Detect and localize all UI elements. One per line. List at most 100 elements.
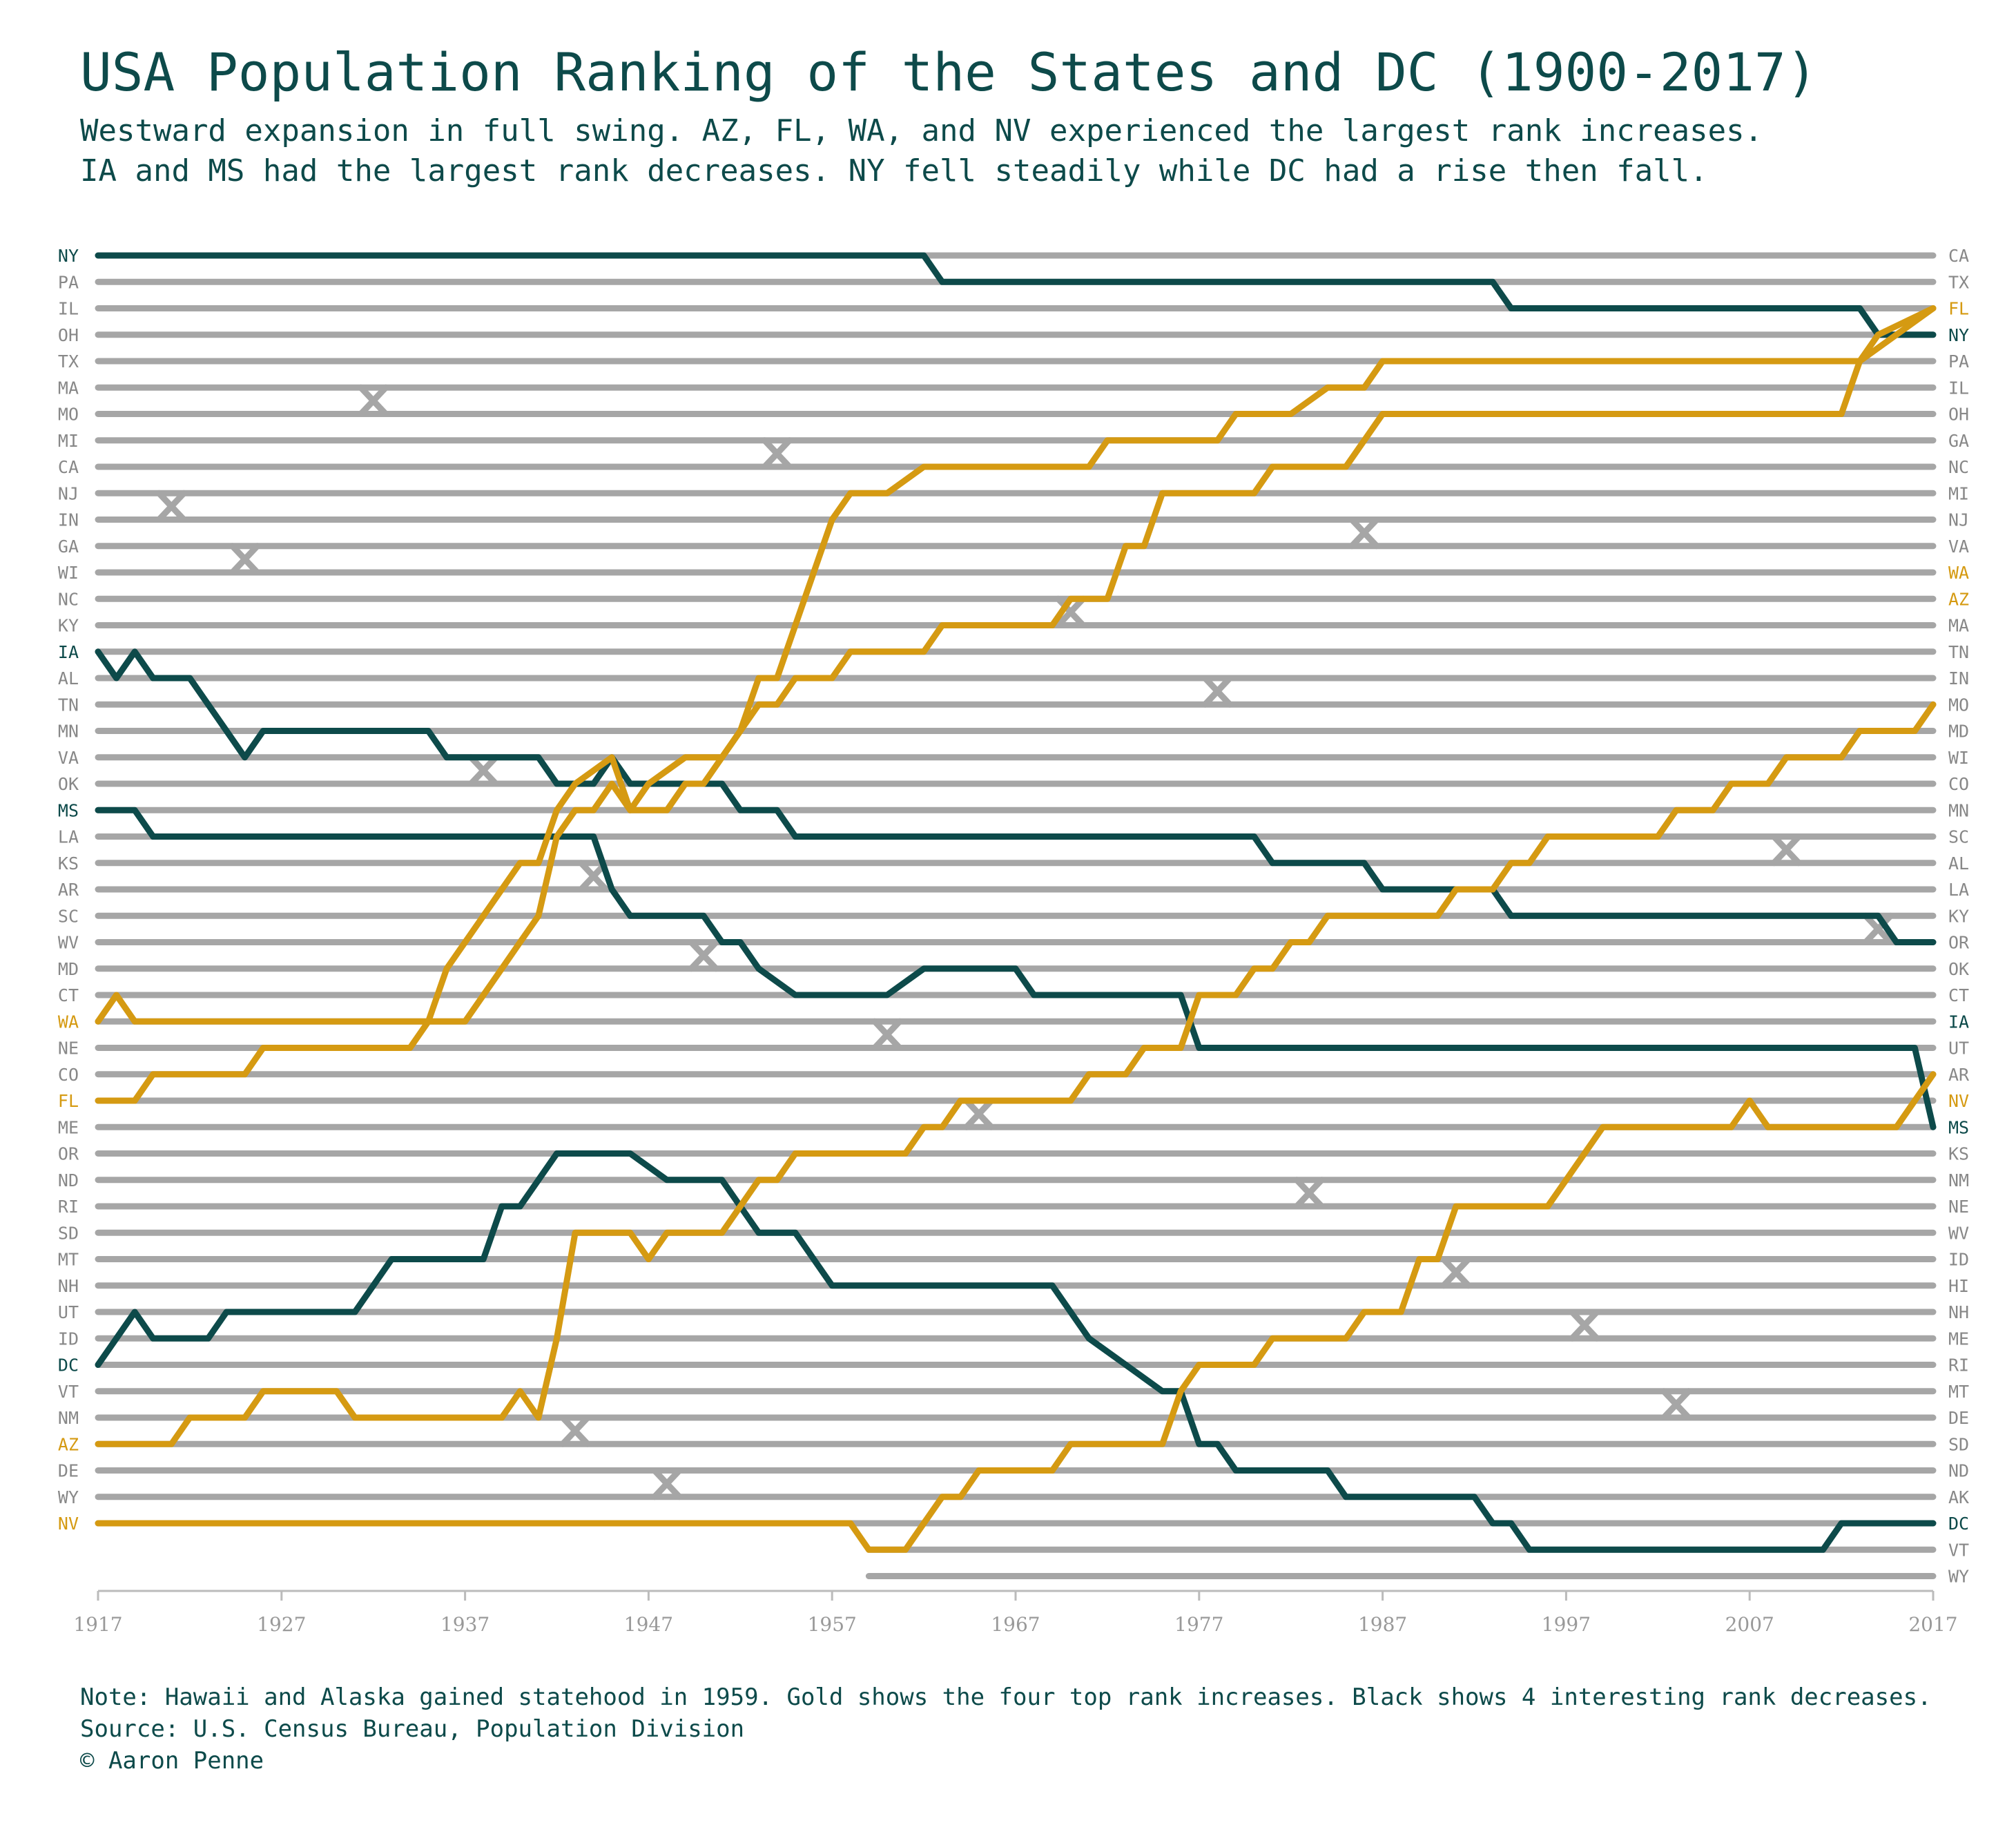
right-label-me: ME <box>1948 1329 1969 1349</box>
right-label-wa: WA <box>1948 563 1969 583</box>
left-label-vt: VT <box>58 1382 79 1402</box>
left-label-pa: PA <box>58 272 79 292</box>
left-label-id: ID <box>58 1329 79 1349</box>
left-label-ct: CT <box>58 985 79 1005</box>
x-tick-label-1997: 1997 <box>1542 1613 1591 1636</box>
rank-swap-0 <box>155 490 187 523</box>
right-label-ga: GA <box>1948 431 1969 451</box>
x-tick-label-1957: 1957 <box>808 1613 857 1636</box>
right-label-ct: CT <box>1948 985 1969 1005</box>
rank-swap-14 <box>1201 675 1233 708</box>
right-label-tn: TN <box>1948 642 1969 662</box>
right-label-il: IL <box>1948 378 1969 398</box>
left-label-tx: TX <box>58 351 79 371</box>
left-label-va: VA <box>58 748 79 768</box>
right-label-dc: DC <box>1948 1514 1969 1534</box>
right-label-ia: IA <box>1948 1012 1969 1032</box>
right-label-pa: PA <box>1948 351 1969 371</box>
left-label-wi: WI <box>58 563 79 583</box>
right-label-nv: NV <box>1948 1091 1969 1111</box>
left-label-tn: TN <box>58 695 79 715</box>
x-tick-label-1947: 1947 <box>624 1613 673 1636</box>
series-line-nv <box>95 1071 1937 1553</box>
x-tick-label-1987: 1987 <box>1358 1613 1407 1636</box>
x-tick-label-1917: 1917 <box>73 1613 122 1636</box>
x-tick-label-2017: 2017 <box>1908 1613 1957 1636</box>
right-label-az: AZ <box>1948 589 1969 609</box>
right-label-ok: OK <box>1948 959 1969 979</box>
right-label-md: MD <box>1948 722 1969 742</box>
rank-swap-19 <box>651 1467 683 1500</box>
right-label-oh: OH <box>1948 405 1969 425</box>
rank-swap-6 <box>963 1097 995 1130</box>
right-label-or: OR <box>1948 933 1970 953</box>
rank-swap-10 <box>1660 1388 1692 1421</box>
right-label-tx: TX <box>1948 272 1969 292</box>
left-label-ut: UT <box>58 1302 79 1322</box>
right-label-wi: WI <box>1948 748 1969 768</box>
left-label-ks: KS <box>58 853 79 873</box>
left-label-ri: RI <box>58 1197 79 1217</box>
right-label-in: IN <box>1948 668 1969 688</box>
rank-swap-18 <box>559 1414 591 1447</box>
x-tick-label-1927: 1927 <box>257 1613 306 1636</box>
left-label-md: MD <box>58 959 79 979</box>
rank-swap-12 <box>1862 912 1894 945</box>
right-label-mn: MN <box>1948 800 1969 820</box>
left-label-ar: AR <box>58 880 79 900</box>
left-label-nj: NJ <box>58 483 79 503</box>
left-label-ia: IA <box>58 642 79 662</box>
right-label-nh: NH <box>1948 1302 1969 1322</box>
left-label-il: IL <box>58 299 79 319</box>
right-label-ca: CA <box>1948 246 1969 266</box>
left-label-ca: CA <box>58 457 79 477</box>
rank-swap-8 <box>1440 1256 1472 1289</box>
right-label-la: LA <box>1948 880 1969 900</box>
left-label-oh: OH <box>58 325 79 345</box>
chart-title: USA Population Ranking of the States and… <box>80 41 1818 103</box>
footnote-source: Source: U.S. Census Bureau, Population D… <box>80 1715 745 1743</box>
right-label-al: AL <box>1948 853 1969 873</box>
rank-swap-16 <box>761 437 793 470</box>
rank-swap-17 <box>1348 517 1380 550</box>
series-line-wa <box>95 305 1937 1025</box>
left-label-fl: FL <box>58 1091 79 1111</box>
left-label-ky: KY <box>58 616 79 636</box>
right-label-ma: MA <box>1948 616 1969 636</box>
right-label-ri: RI <box>1948 1355 1969 1376</box>
left-label-co: CO <box>58 1065 79 1085</box>
right-label-ky: KY <box>1948 906 1969 926</box>
series-line-ia <box>95 648 1937 945</box>
right-label-ms: MS <box>1948 1117 1969 1137</box>
left-label-wa: WA <box>58 1012 79 1032</box>
left-label-mt: MT <box>58 1250 79 1270</box>
left-label-ms: MS <box>58 800 79 820</box>
right-label-nj: NJ <box>1948 510 1969 530</box>
series-line-ny <box>95 252 1937 338</box>
right-label-fl: FL <box>1948 299 1969 319</box>
right-label-nm: NM <box>1948 1170 1969 1190</box>
right-label-sd: SD <box>1948 1434 1969 1454</box>
rank-swap-7 <box>1293 1177 1325 1210</box>
right-label-de: DE <box>1948 1408 1969 1428</box>
series-line-ms <box>95 807 1937 1130</box>
right-label-wv: WV <box>1948 1223 1969 1243</box>
right-label-wy: WY <box>1948 1567 1969 1587</box>
x-tick-label-1967: 1967 <box>991 1613 1040 1636</box>
left-label-dc: DC <box>58 1355 79 1376</box>
right-label-ut: UT <box>1948 1039 1969 1059</box>
right-label-id: ID <box>1948 1250 1969 1270</box>
left-label-in: IN <box>58 510 79 530</box>
left-label-ma: MA <box>58 378 79 398</box>
left-label-mn: MN <box>58 722 79 742</box>
right-label-ks: KS <box>1948 1144 1969 1164</box>
left-label-nd: ND <box>58 1170 79 1190</box>
rank-swap-15 <box>358 384 389 417</box>
series-line-fl <box>95 305 1937 1104</box>
chart-subtitle-line-2: IA and MS had the largest rank decreases… <box>80 153 1708 189</box>
left-label-de: DE <box>58 1461 79 1481</box>
right-label-ar: AR <box>1948 1065 1970 1085</box>
left-label-mo: MO <box>58 405 79 425</box>
left-label-wv: WV <box>58 933 79 953</box>
